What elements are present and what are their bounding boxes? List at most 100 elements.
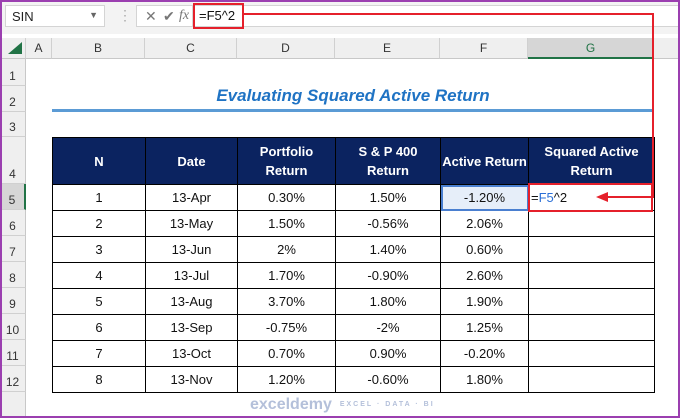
grip-icon: ⋮ <box>118 7 132 23</box>
watermark-logo: exceldemy EXCEL · DATA · BI <box>250 395 435 415</box>
cancel-icon[interactable]: ✕ <box>145 8 157 24</box>
select-all-icon <box>8 42 22 54</box>
table-row: 7 13-Oct 0.70% 0.90% -0.20% <box>52 340 655 367</box>
cell-n[interactable]: 7 <box>52 340 146 367</box>
formula-buttons: ✕ ✔ fx <box>136 5 193 27</box>
row-label: 7 <box>9 245 16 259</box>
cell-active-return[interactable]: 1.25% <box>440 314 529 341</box>
row-header-11[interactable]: 11 <box>0 340 26 366</box>
formula-prefix: = <box>531 190 539 205</box>
row-header-2[interactable]: 2 <box>0 86 26 112</box>
name-box-value: SIN <box>12 9 34 24</box>
row-header-1[interactable]: 1 <box>0 59 26 86</box>
row-header-5[interactable]: 5 <box>0 184 26 210</box>
cell-date[interactable]: 13-Aug <box>145 288 238 315</box>
cell-squared-active-return[interactable] <box>528 236 655 263</box>
cell-portfolio-return[interactable]: 0.70% <box>237 340 336 367</box>
table-row: 6 13-Sep -0.75% -2% 1.25% <box>52 314 655 341</box>
cell-active-return[interactable]: 0.60% <box>440 236 529 263</box>
cell-active-return[interactable]: -0.20% <box>440 340 529 367</box>
cell-sp400-return[interactable]: 1.50% <box>335 184 441 211</box>
row-header-9[interactable]: 9 <box>0 288 26 314</box>
sheet-title: Evaluating Squared Active Return <box>216 86 490 105</box>
column-header-c[interactable]: C <box>145 38 237 59</box>
formula-ref: F5 <box>538 190 554 205</box>
header-portfolio-return[interactable]: Portfolio Return <box>237 137 336 185</box>
row-label: 2 <box>9 95 16 109</box>
cell-active-return[interactable]: 1.80% <box>440 366 529 393</box>
formula-suffix: ^2 <box>553 190 568 205</box>
column-header-blank <box>654 38 680 59</box>
header-n[interactable]: N <box>52 137 146 185</box>
chevron-down-icon[interactable]: ▼ <box>89 10 98 20</box>
row-header-3[interactable]: 3 <box>0 112 26 137</box>
arrow-head-icon <box>596 192 608 202</box>
header-squared-active-return[interactable]: Squared Active Return <box>528 137 655 185</box>
cell-date[interactable]: 13-Jun <box>145 236 238 263</box>
row-label: 11 <box>6 349 19 363</box>
table-row: 8 13-Nov 1.20% -0.60% 1.80% <box>52 366 655 393</box>
table-row: 3 13-Jun 2% 1.40% 0.60% <box>52 236 655 263</box>
row-label: 1 <box>9 69 16 83</box>
row-label: 3 <box>9 120 16 134</box>
column-header-a[interactable]: A <box>26 38 52 59</box>
watermark-tagline: EXCEL · DATA · BI <box>339 401 435 408</box>
cell-squared-active-return[interactable] <box>528 340 655 367</box>
name-box[interactable]: SIN ▼ <box>5 5 105 27</box>
column-header-e[interactable]: E <box>335 38 440 59</box>
formula-bar: SIN ▼ ⋮ ✕ ✔ fx =F5^2 <box>0 0 680 34</box>
returns-table: N Date Portfolio Return S & P 400 Return… <box>52 137 655 393</box>
cell-active-return[interactable]: 2.60% <box>440 262 529 289</box>
cell-portfolio-return[interactable]: 3.70% <box>237 288 336 315</box>
header-date[interactable]: Date <box>145 137 238 185</box>
row-header-12[interactable]: 12 <box>0 366 26 392</box>
title-underline <box>52 109 654 112</box>
row-header-blank <box>0 392 26 418</box>
cell-n[interactable]: 5 <box>52 288 146 315</box>
cell-n[interactable]: 8 <box>52 366 146 393</box>
cell-date[interactable]: 13-Nov <box>145 366 238 393</box>
cell-sp400-return[interactable]: -0.60% <box>335 366 441 393</box>
row-label: 5 <box>8 193 16 207</box>
table-row: 2 13-May 1.50% -0.56% 2.06% <box>52 210 655 237</box>
cell-date[interactable]: 13-Apr <box>145 184 238 211</box>
row-label: 9 <box>9 297 16 311</box>
formula-highlight-box <box>193 3 244 29</box>
row-header-6[interactable]: 6 <box>0 210 26 236</box>
watermark-name: exceldemy <box>250 396 332 413</box>
row-label: 6 <box>9 219 16 233</box>
row-label: 12 <box>5 375 20 389</box>
arrow-line <box>244 13 654 198</box>
cell-active-return[interactable]: 2.06% <box>440 210 529 237</box>
row-label: 8 <box>9 271 16 285</box>
cell-squared-active-return[interactable] <box>528 366 655 393</box>
cell-sp400-return[interactable]: -2% <box>335 314 441 341</box>
cell-sp400-return[interactable]: -0.56% <box>335 210 441 237</box>
row-header-10[interactable]: 10 <box>0 314 26 340</box>
cell-portfolio-return[interactable]: 1.50% <box>237 210 336 237</box>
column-header-f[interactable]: F <box>440 38 528 59</box>
insert-function-icon[interactable]: fx <box>179 8 190 23</box>
cell-squared-active-return[interactable] <box>528 288 655 315</box>
cell-date[interactable]: 13-Sep <box>145 314 238 341</box>
column-header-b[interactable]: B <box>52 38 145 59</box>
formula-text: =F5^2 <box>199 8 236 23</box>
row-header-8[interactable]: 8 <box>0 262 26 288</box>
select-all-button[interactable] <box>0 38 26 59</box>
cell-portfolio-return[interactable]: 1.70% <box>237 262 336 289</box>
column-header-d[interactable]: D <box>237 38 335 59</box>
row-label: 4 <box>9 167 16 181</box>
table-row: 5 13-Aug 3.70% 1.80% 1.90% <box>52 288 655 315</box>
cell-n[interactable]: 1 <box>52 184 146 211</box>
cell-sp400-return[interactable]: 1.40% <box>335 236 441 263</box>
cell-active-return[interactable]: 1.90% <box>440 288 529 315</box>
row-label: 10 <box>5 323 20 337</box>
enter-check-icon[interactable]: ✔ <box>163 8 175 24</box>
table-row: 4 13-Jul 1.70% -0.90% 2.60% <box>52 262 655 289</box>
cell-sp400-return[interactable]: 0.90% <box>335 340 441 367</box>
cell-portfolio-return[interactable]: 1.20% <box>237 366 336 393</box>
row-header-4[interactable]: 4 <box>0 137 26 184</box>
cell-date[interactable]: 13-Jul <box>145 262 238 289</box>
row-header-7[interactable]: 7 <box>0 236 26 262</box>
